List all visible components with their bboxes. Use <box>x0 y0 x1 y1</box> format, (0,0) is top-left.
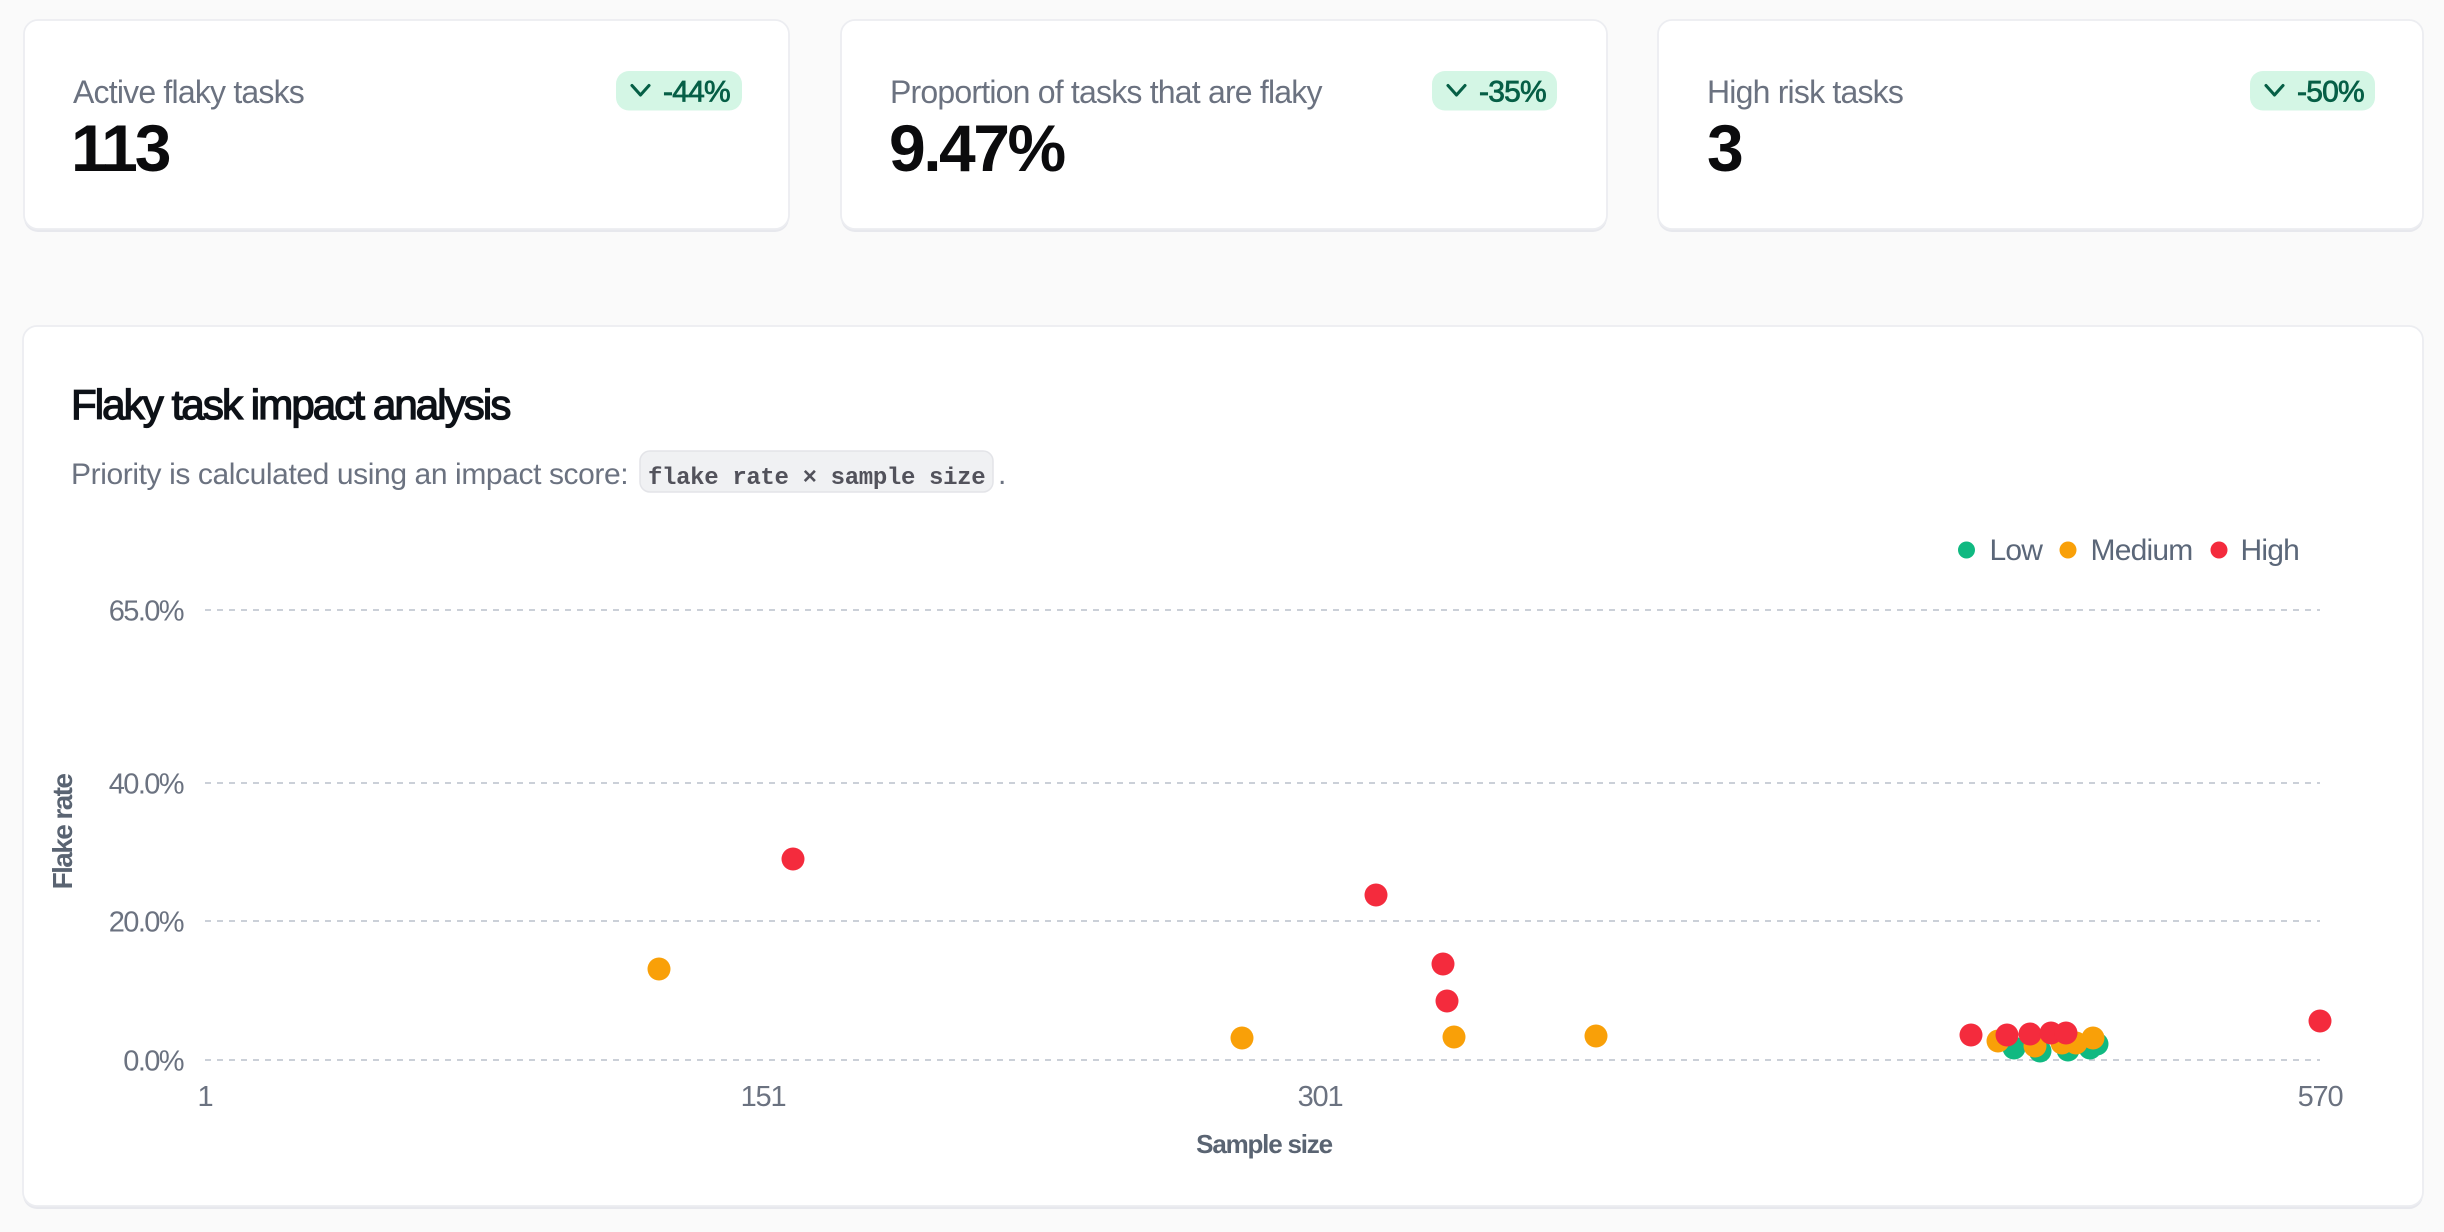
svg-text:40.0%: 40.0% <box>109 769 184 801</box>
svg-text:Proportion of tasks that are f: Proportion of tasks that are flaky <box>890 74 1322 110</box>
svg-text:Active flaky tasks: Active flaky tasks <box>73 74 304 110</box>
svg-text:113: 113 <box>71 111 170 185</box>
svg-text:65.0%: 65.0% <box>109 596 184 628</box>
svg-text:Priority is calculated using a: Priority is calculated using an impact s… <box>71 458 628 491</box>
svg-text:570: 570 <box>2298 1081 2343 1113</box>
svg-text:20.0%: 20.0% <box>109 907 184 939</box>
svg-text:Flake rate: Flake rate <box>47 774 78 890</box>
svg-text:High: High <box>2241 534 2300 567</box>
svg-text:3: 3 <box>1707 111 1744 185</box>
svg-text:151: 151 <box>741 1081 786 1113</box>
svg-text:Flaky task impact analysis: Flaky task impact analysis <box>71 381 510 428</box>
svg-text:Sample size: Sample size <box>1196 1129 1332 1159</box>
svg-text:0.0%: 0.0% <box>123 1046 184 1078</box>
svg-text:Low: Low <box>1990 534 2044 567</box>
svg-text:High risk tasks: High risk tasks <box>1707 74 1903 110</box>
svg-text:9.47%: 9.47% <box>889 111 1064 185</box>
svg-text:flake rate × sample size: flake rate × sample size <box>648 465 985 492</box>
svg-text:-44%: -44% <box>663 76 730 109</box>
svg-text:.: . <box>998 458 1006 491</box>
svg-text:-50%: -50% <box>2297 76 2364 109</box>
svg-text:1: 1 <box>198 1081 213 1113</box>
svg-text:-35%: -35% <box>1479 76 1546 109</box>
svg-text:Medium: Medium <box>2091 534 2193 567</box>
svg-text:301: 301 <box>1298 1081 1343 1113</box>
